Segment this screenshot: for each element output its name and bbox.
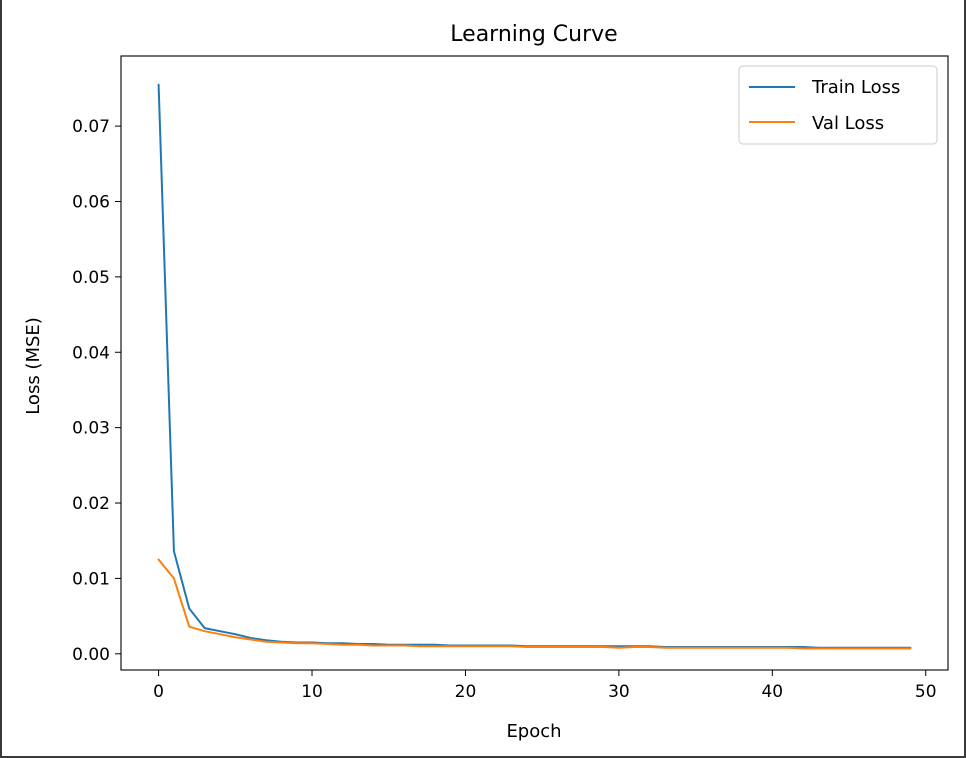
- x-axis-label: Epoch: [506, 721, 561, 742]
- x-tick-label: 20: [455, 682, 477, 702]
- y-axis-label: Loss (MSE): [23, 317, 44, 415]
- y-tick-label: 0.03: [72, 419, 110, 439]
- legend-label-val-loss: Val Loss: [812, 113, 884, 134]
- series-line-val-loss: [157, 558, 912, 650]
- x-axis-ticks: 0 10 20 30 40 50: [153, 670, 937, 702]
- x-tick-label: 40: [761, 682, 783, 702]
- y-tick-label: 0.01: [72, 569, 110, 589]
- y-tick-label: 0.02: [72, 494, 110, 514]
- x-tick-label: 50: [915, 682, 937, 702]
- x-tick-label: 10: [301, 682, 323, 702]
- y-tick-label: 0.07: [72, 117, 110, 137]
- y-tick-label: 0.06: [72, 192, 110, 212]
- plot-area: [120, 55, 949, 671]
- legend: Train Loss Val Loss: [738, 65, 938, 145]
- y-tick-label: 0.05: [72, 268, 110, 288]
- chart-title: Learning Curve: [450, 22, 617, 47]
- series-lines: [157, 83, 912, 650]
- legend-label-train-loss: Train Loss: [811, 77, 900, 98]
- y-tick-label: 0.00: [72, 645, 110, 665]
- y-axis-ticks: 0.00 0.01 0.02 0.03 0.04 0.05 0.06 0.07: [72, 117, 121, 665]
- x-tick-label: 0: [153, 682, 164, 702]
- x-tick-label: 30: [608, 682, 630, 702]
- y-tick-label: 0.04: [72, 343, 110, 363]
- legend-box: [738, 65, 938, 145]
- series-line-train-loss: [157, 83, 912, 649]
